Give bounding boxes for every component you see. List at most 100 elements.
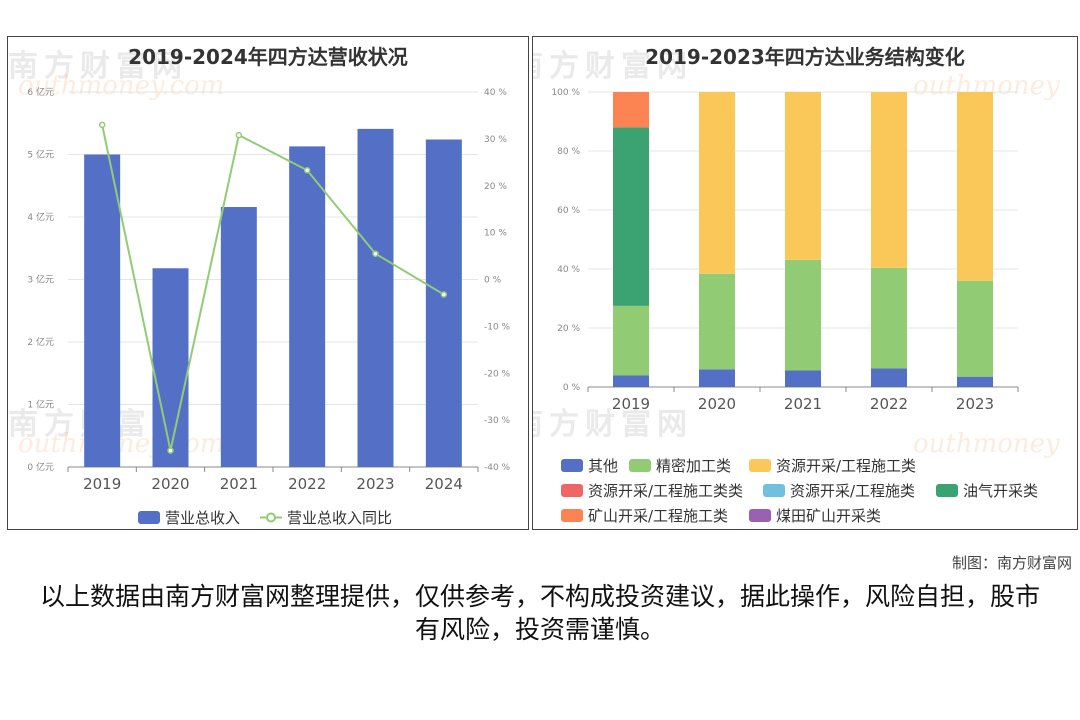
stack-segment: [613, 305, 649, 376]
y-left-tick-label: 0 亿元: [27, 461, 54, 473]
stack-segment: [785, 92, 821, 260]
disclaimer-text: 以上数据由南方财富网整理提供，仅供参考，不构成投资建议，据此操作，风险自担，股市…: [40, 582, 1041, 644]
growth-point: [303, 167, 311, 174]
structure-chart-svg: 0 % 20 % 40 % 60 % 80 % 100 % 2019 2020 2021 2022…: [551, 88, 1019, 413]
legend-line-swatch: [260, 512, 282, 523]
x-tick-label: 2019: [83, 475, 121, 493]
stack-segment: [785, 370, 821, 387]
legend-item[interactable]: 精密加工类: [629, 455, 731, 476]
x-tick-label: 2021: [784, 395, 822, 413]
legend-label: 营业总收入: [165, 509, 241, 527]
revenue-bar: [84, 154, 121, 467]
y-tick-label: 20 %: [557, 324, 580, 334]
revenue-bar: [289, 146, 326, 467]
legend-swatch: [749, 459, 771, 472]
stack-segment: [957, 376, 993, 387]
y-left-tick-label: 1 亿元: [27, 399, 54, 411]
stack-segment: [871, 92, 907, 268]
legend-label: 煤田矿山开采类: [776, 507, 882, 525]
legend-swatch: [629, 459, 651, 472]
y-tick-label: 80 %: [557, 147, 580, 157]
y-left-tick-label: 2 亿元: [27, 336, 54, 348]
revenue-bar: [425, 139, 462, 467]
legend-item[interactable]: 油气开采类: [936, 480, 1038, 501]
stack-segment: [871, 368, 907, 387]
x-tick-label: 2019: [612, 395, 650, 413]
legend-label: 矿山开采/工程施工类: [588, 507, 729, 525]
y-left-tick-label: 4 亿元: [27, 211, 54, 223]
legend-swatch: [749, 509, 771, 522]
stack-segment: [699, 369, 735, 387]
y-right-tick-label: 10 %: [484, 229, 507, 239]
legend-label: 资源开采/工程施工类类: [588, 482, 744, 500]
legend-swatch: [561, 509, 583, 522]
y-left-tick-label: 3 亿元: [27, 274, 54, 286]
legend-item[interactable]: 矿山开采/工程施工类: [561, 505, 728, 526]
y-tick-label: 60 %: [557, 206, 580, 216]
revenue-chart-panel: 2019-2024年四方达营收状况 南方财富网 outhmoney.com 南方…: [7, 36, 529, 530]
legend-label: 精密加工类: [656, 457, 732, 475]
legend-item-growth[interactable]: 营业总收入同比: [260, 507, 392, 528]
legend-swatch: [561, 484, 583, 497]
revenue-bar: [152, 268, 189, 467]
x-tick-label: 2023: [956, 395, 994, 413]
stack-segment: [699, 92, 735, 274]
structure-chart-legend: 其他 精密加工类 资源开采/工程施工类资源开采/工程施工类类 资源开采/工程施类 油气开…: [561, 455, 1071, 527]
legend-label: 其他: [588, 457, 619, 475]
revenue-chart-svg: 0 亿元 1 亿元 2 亿元 3 亿元 4 亿元 5 亿元 6 亿元 -40 % -30 % -2…: [27, 86, 511, 493]
growth-point: [167, 447, 174, 454]
revenue-bar: [220, 207, 257, 467]
y-left-tick-label: 6 亿元: [27, 86, 54, 98]
y-right-tick-label: 20 %: [484, 182, 507, 192]
y-right-tick-label: 30 %: [484, 135, 507, 145]
y-right-tick-label: -20 %: [484, 369, 511, 379]
legend-label: 资源开采/工程施类: [790, 482, 916, 500]
x-tick-label: 2022: [288, 475, 326, 493]
y-tick-label: 100 %: [551, 88, 580, 98]
stack-segment: [613, 375, 649, 387]
revenue-chart-title: 2019-2024年四方达营收状况: [128, 45, 408, 69]
legend-label: 资源开采/工程施工类: [776, 457, 917, 475]
structure-chart-title: 2019-2023年四方达业务结构变化: [645, 45, 965, 69]
legend-swatch: [936, 484, 958, 497]
y-right-tick-label: -10 %: [484, 322, 511, 332]
legend-label: 营业总收入同比: [287, 509, 393, 527]
growth-point: [440, 291, 448, 298]
legend-item-revenue[interactable]: 营业总收入: [138, 507, 240, 528]
y-right-tick-label: -40 %: [484, 463, 511, 473]
stack-segment: [785, 259, 821, 371]
x-tick-label: 2020: [151, 475, 189, 493]
legend-label: 油气开采类: [963, 482, 1039, 500]
growth-point: [235, 131, 243, 139]
x-tick-label: 2021: [220, 475, 258, 493]
growth-line: [101, 124, 445, 451]
y-right-tick-label: 0 %: [484, 276, 502, 286]
stack-segment: [613, 127, 649, 306]
stack-segment: [957, 280, 993, 377]
stack-segment: [871, 267, 907, 369]
growth-point: [98, 121, 106, 129]
legend-item[interactable]: 煤田矿山开采类: [749, 505, 881, 526]
legend-item[interactable]: 资源开采/工程施类: [763, 480, 915, 501]
stack-segment: [613, 92, 649, 128]
stack-segment: [699, 273, 735, 370]
x-tick-label: 2020: [698, 395, 736, 413]
legend-item[interactable]: 资源开采/工程施工类类: [561, 480, 743, 501]
legend-item[interactable]: 资源开采/工程施工类: [749, 455, 916, 476]
x-tick-label: 2023: [356, 475, 394, 493]
stack-segment: [957, 92, 993, 281]
y-tick-label: 40 %: [557, 265, 580, 275]
y-right-tick-label: -30 %: [484, 416, 511, 426]
y-left-tick-label: 5 亿元: [27, 149, 54, 161]
y-tick-label: 0 %: [563, 383, 581, 393]
legend-swatch: [763, 484, 785, 497]
legend-swatch: [138, 511, 160, 524]
business-structure-panel: 2019-2023年四方达业务结构变化 南方财富网 outhmoney 南方财富…: [532, 36, 1078, 530]
chart-credit: 制图：南方财富网: [951, 554, 1072, 572]
legend-swatch: [561, 459, 583, 472]
x-tick-label: 2024: [425, 475, 463, 493]
y-right-tick-label: 40 %: [484, 88, 507, 98]
legend-item[interactable]: 其他: [561, 455, 618, 476]
growth-point: [372, 250, 379, 257]
x-tick-label: 2022: [870, 395, 908, 413]
